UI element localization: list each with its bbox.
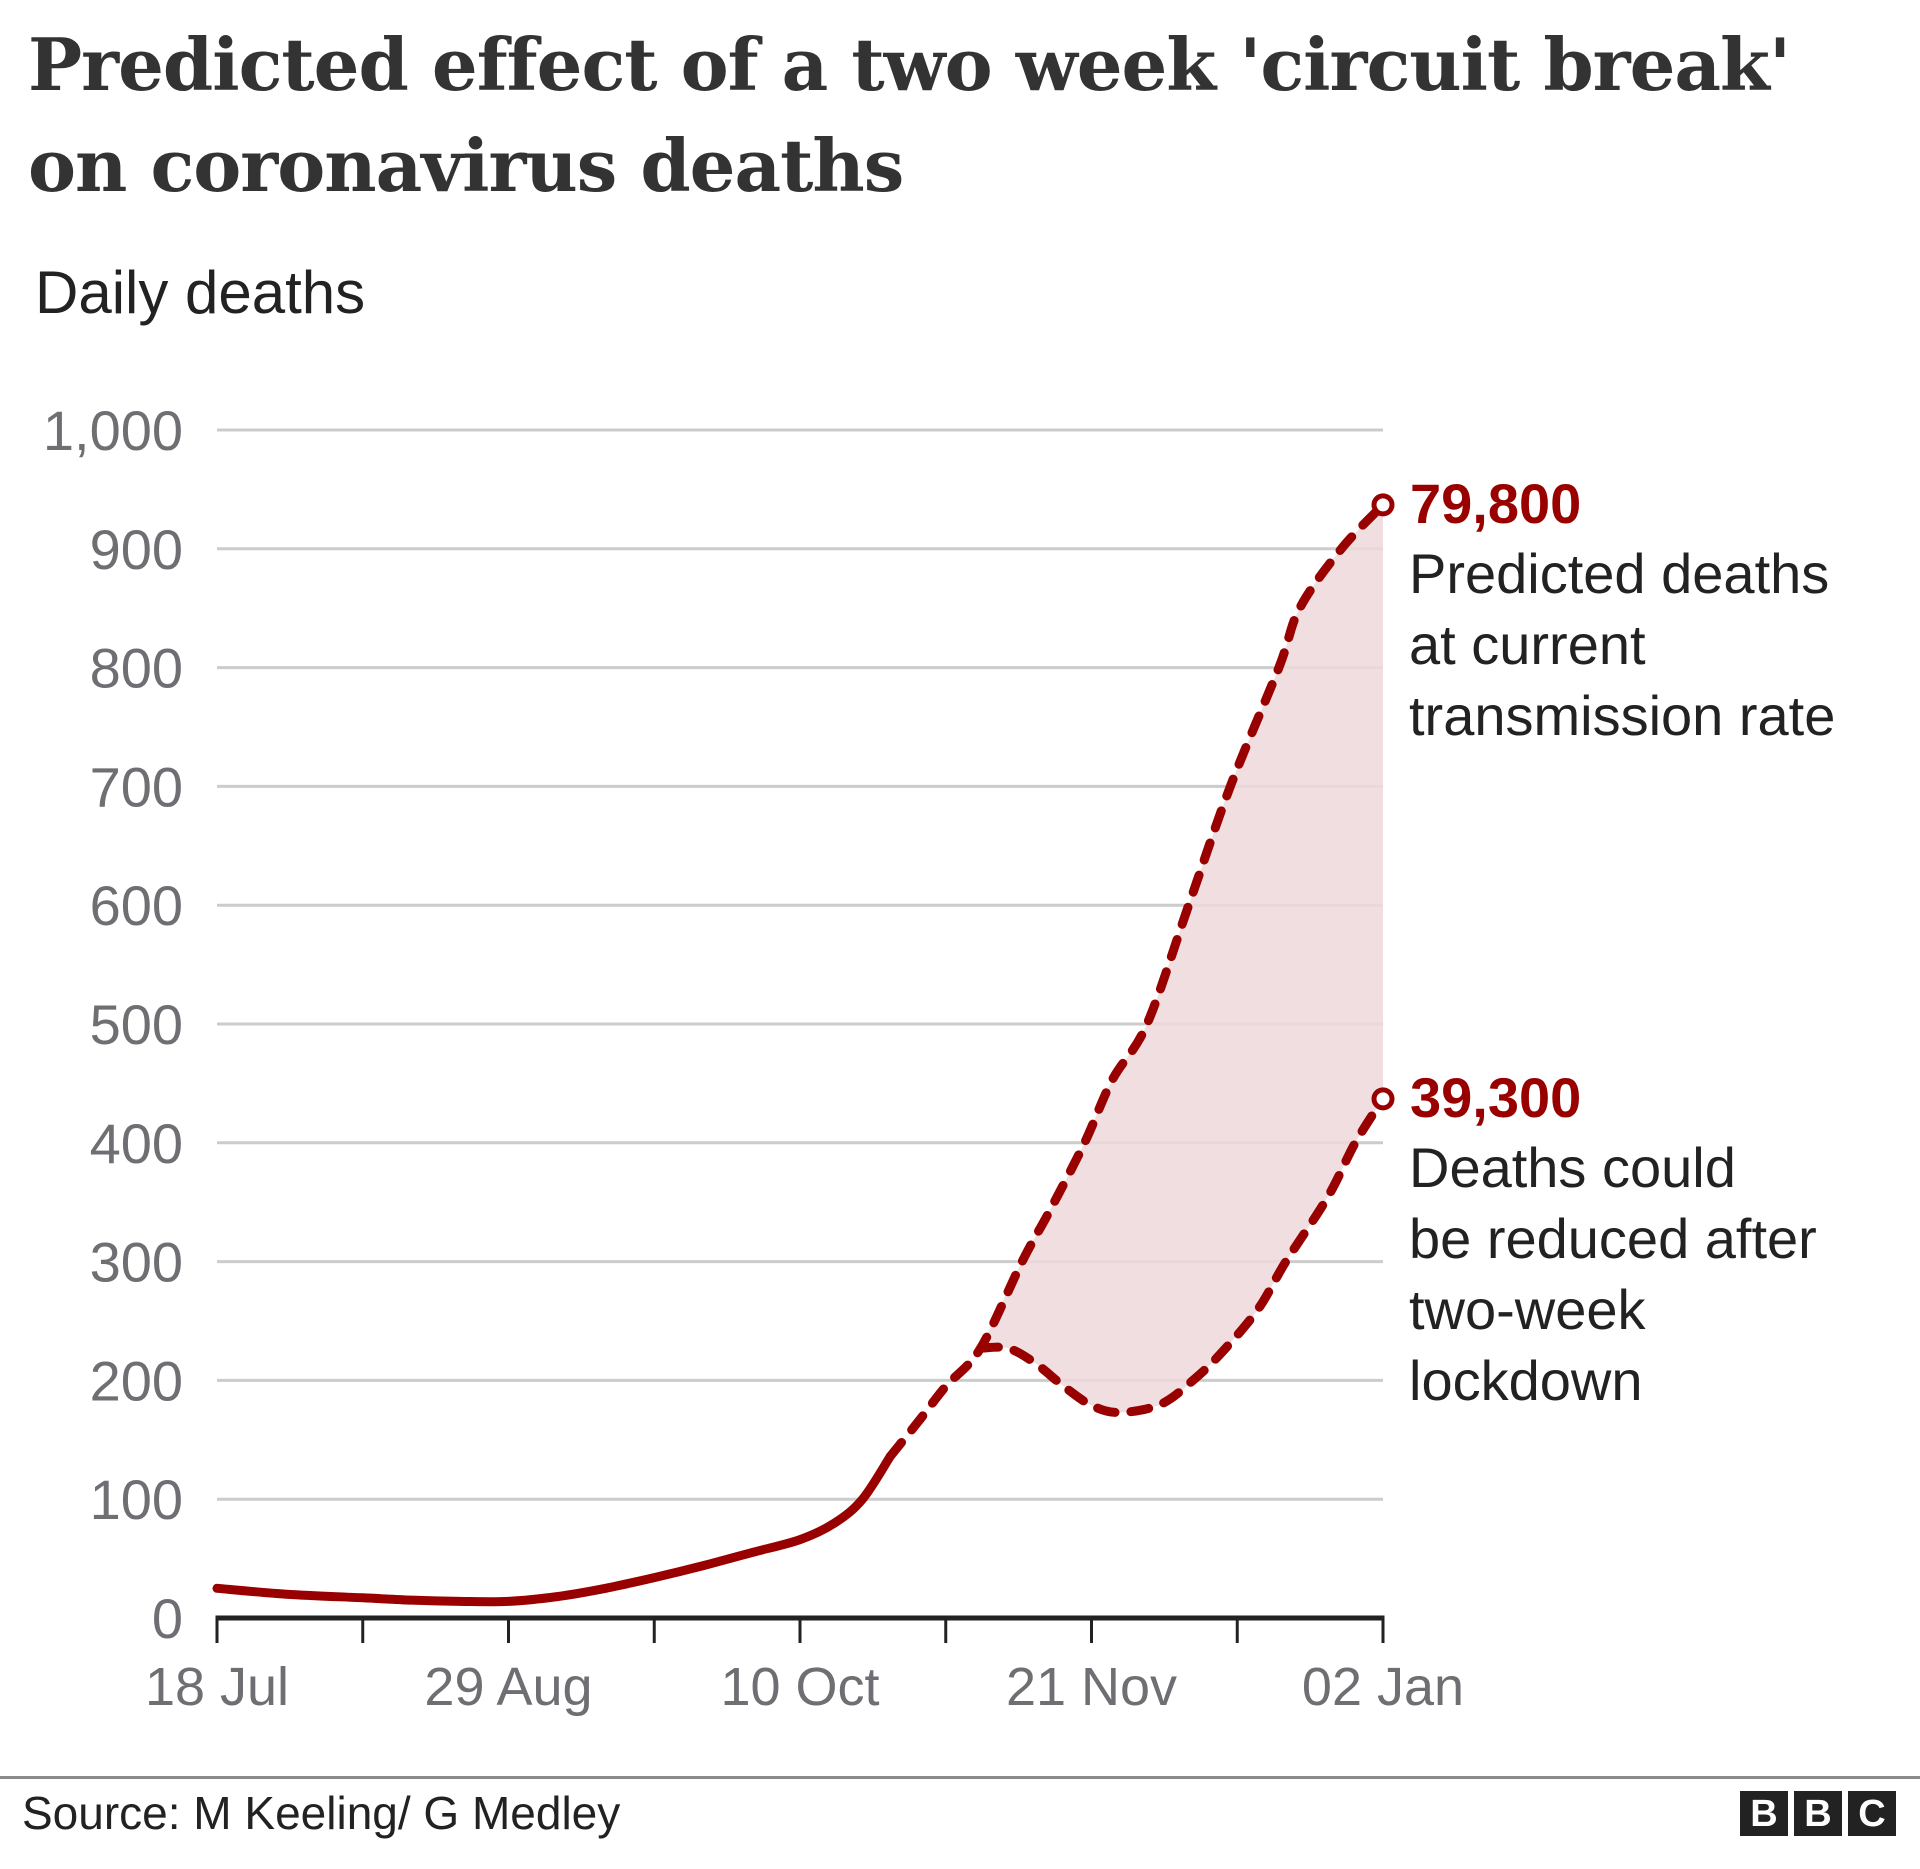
annotation-label: transmission rate xyxy=(1409,684,1835,747)
end-point-marker xyxy=(1371,1087,1395,1111)
y-tick-label: 600 xyxy=(90,874,183,937)
bbc-logo-letter: B xyxy=(1794,1791,1842,1836)
chart-title-line-1: Predicted effect of a two week 'circuit … xyxy=(28,22,1791,107)
y-tick-label: 200 xyxy=(90,1349,183,1412)
bbc-logo-letter: C xyxy=(1848,1791,1896,1836)
y-tick-label: 100 xyxy=(90,1468,183,1531)
x-tick-label: 21 Nov xyxy=(1006,1657,1177,1717)
annotation-label: two-week xyxy=(1409,1278,1647,1341)
annotation-label: at current xyxy=(1409,613,1646,676)
y-tick-label: 400 xyxy=(90,1112,183,1175)
y-tick-label: 1,000 xyxy=(43,399,183,462)
chart-title-line-2: on coronavirus deaths xyxy=(28,123,904,208)
y-axis-title: Daily deaths xyxy=(35,259,366,326)
y-tick-label: 700 xyxy=(90,755,183,818)
x-axis-labels: 18 Jul 29 Aug 10 Oct 21 Nov 02 Jan xyxy=(145,1657,1464,1717)
annotation-label: Predicted deaths xyxy=(1409,542,1829,605)
annotations: 79,800 Predicted deaths at current transmis… xyxy=(1371,472,1835,1412)
bbc-logo: B B C xyxy=(1740,1791,1896,1836)
annotation-label: Deaths could xyxy=(1409,1136,1736,1199)
annotation-value: 79,800 xyxy=(1410,472,1581,535)
x-axis xyxy=(215,1615,1385,1643)
reduced-line xyxy=(975,1094,1388,1417)
observed-line xyxy=(212,1451,895,1607)
chart-title: Predicted effect of a two week 'circuit … xyxy=(28,14,1888,216)
end-point-marker xyxy=(1371,493,1395,517)
series-lines xyxy=(212,500,1388,1607)
difference-band xyxy=(980,504,1383,1413)
y-tick-label: 0 xyxy=(152,1587,183,1650)
annotation-label: lockdown xyxy=(1409,1349,1642,1412)
y-tick-label: 800 xyxy=(90,637,183,700)
x-tick-label: 18 Jul xyxy=(145,1657,289,1717)
footer-divider xyxy=(0,1776,1920,1779)
bbc-logo-letter: B xyxy=(1740,1791,1788,1836)
source-note: Source: M Keeling/ G Medley xyxy=(22,1787,621,1839)
annotation-label: be reduced after xyxy=(1409,1207,1817,1270)
annotation-value: 39,300 xyxy=(1410,1066,1581,1129)
x-tick-label: 10 Oct xyxy=(720,1657,879,1717)
line-chart: 0 100 200 300 400 500 600 700 800 900 1,000 18 Jul… xyxy=(43,399,1836,1717)
y-tick-label: 900 xyxy=(90,518,183,581)
predicted-line xyxy=(885,500,1388,1461)
x-tick-label: 29 Aug xyxy=(424,1657,592,1717)
x-tick-label: 02 Jan xyxy=(1302,1657,1464,1717)
y-tick-label: 300 xyxy=(90,1231,183,1294)
y-axis-ticks: 0 100 200 300 400 500 600 700 800 900 1,000 xyxy=(43,399,183,1650)
y-tick-label: 500 xyxy=(90,993,183,1056)
